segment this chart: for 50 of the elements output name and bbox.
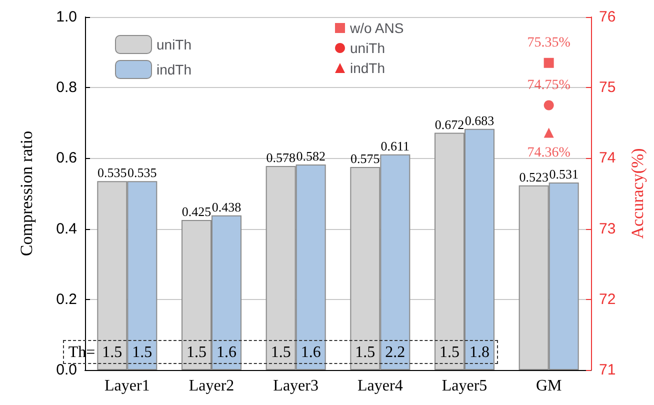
y-tick-label: 0.2: [56, 290, 77, 308]
data-label: 74.75%: [527, 78, 571, 93]
data-label: 0.578: [266, 150, 296, 165]
y-tick-label: 0.4: [56, 220, 77, 238]
data-label: 0.531: [549, 166, 578, 182]
data-label: 0.683: [464, 112, 494, 128]
annotation: 1.6: [216, 344, 236, 361]
x-tick-label: Layer2: [188, 378, 234, 394]
y-axis-title: Compression ratio: [17, 130, 36, 256]
x-tick-label: Layer5: [442, 378, 488, 394]
y-tick-label: 0.0: [56, 362, 77, 378]
y2-tick-label: 71: [599, 362, 616, 378]
legend-label: uniTh: [350, 40, 386, 56]
data-label: 75.35%: [527, 35, 571, 50]
annotation: 1.5: [355, 344, 376, 361]
data-label: 0.425: [182, 204, 212, 219]
data-label: 0.438: [212, 199, 242, 214]
legend-label: w/o ANS: [349, 20, 404, 36]
annotation: 1.5: [440, 344, 460, 361]
data-label: 0.672: [434, 116, 464, 132]
y2-tick-label: 73: [599, 220, 616, 238]
y2-tick-label: 75: [599, 79, 616, 96]
data-label: 0.582: [296, 148, 326, 164]
data-label: 0.611: [380, 138, 410, 154]
data-label: 0.523: [519, 169, 548, 184]
y-tick-label: 0.6: [56, 150, 77, 167]
data-label: 0.575: [350, 151, 380, 166]
x-tick-label: Layer4: [358, 378, 403, 394]
annotation: 1.8: [470, 344, 490, 361]
y2-tick-label: 76: [599, 8, 616, 26]
y2-axis-title: Accuracy(%): [628, 148, 647, 239]
x-tick-label: Layer3: [273, 378, 318, 394]
annotation: 1.5: [270, 344, 291, 361]
data-label: 74.36%: [527, 145, 571, 160]
annotation: 2.2: [385, 344, 406, 361]
annotation: 1.5: [102, 344, 122, 361]
annotation: 1.5: [132, 344, 152, 361]
legend-label: indTh: [350, 60, 386, 76]
annotation: 1.5: [186, 344, 206, 361]
legend-label: indTh: [156, 62, 192, 78]
legend-label: uniTh: [156, 36, 192, 52]
y-tick-label: 0.8: [56, 79, 77, 96]
y2-tick-label: 74: [599, 150, 616, 167]
y-tick-label: 1.0: [56, 8, 77, 26]
data-label: 0.535: [98, 165, 127, 180]
y2-tick-label: 72: [599, 290, 616, 308]
annotation: 1.6: [300, 344, 321, 361]
x-tick-label: Layer1: [104, 378, 150, 394]
x-tick-label: GM: [536, 378, 562, 394]
data-label: 0.535: [128, 165, 157, 180]
